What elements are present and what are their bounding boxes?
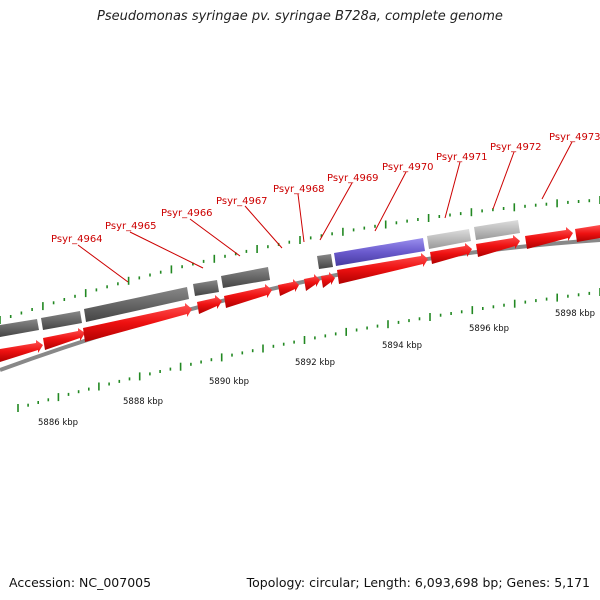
gene-label-psyr-4969[interactable]: Psyr_4969 bbox=[327, 173, 379, 184]
genome-backbone bbox=[0, 238, 600, 372]
gene-block-highlight[interactable] bbox=[334, 238, 425, 266]
cds-arrow[interactable] bbox=[525, 227, 573, 249]
cds-arrow[interactable] bbox=[278, 279, 299, 296]
cds-arrow[interactable] bbox=[83, 303, 192, 342]
gene-label-psyr-4966[interactable]: Psyr_4966 bbox=[161, 208, 213, 219]
scale-label-5892: 5892 kbp bbox=[295, 358, 335, 368]
gene-track bbox=[0, 220, 520, 337]
genome-summary: Topology: circular; Length: 6,093,698 bp… bbox=[246, 575, 590, 590]
gene-label-psyr-4968[interactable]: Psyr_4968 bbox=[273, 184, 325, 195]
scale-label-5888: 5888 kbp bbox=[123, 397, 163, 407]
inner-tick-marks bbox=[17, 288, 600, 412]
cds-arrow[interactable] bbox=[430, 243, 472, 264]
cds-arrow[interactable] bbox=[337, 253, 428, 284]
cds-arrow[interactable] bbox=[304, 274, 320, 291]
gene-label-psyr-4965[interactable]: Psyr_4965 bbox=[105, 221, 157, 232]
gene-block[interactable] bbox=[474, 220, 520, 240]
map-title: Pseudomonas syringae pv. syringae B728a,… bbox=[97, 9, 503, 24]
accession-text: Accession: NC_007005 bbox=[9, 575, 152, 590]
outer-tick-marks bbox=[0, 196, 600, 324]
scale-label-5896: 5896 kbp bbox=[469, 324, 509, 334]
gene-label-psyr-4967[interactable]: Psyr_4967 bbox=[216, 196, 268, 207]
cds-arrow[interactable] bbox=[575, 225, 600, 242]
gene-block[interactable] bbox=[41, 311, 82, 330]
gene-block[interactable] bbox=[0, 319, 39, 337]
gene-label-psyr-4972[interactable]: Psyr_4972 bbox=[490, 142, 542, 153]
gene-block[interactable] bbox=[317, 254, 333, 269]
gene-label-psyr-4971[interactable]: Psyr_4971 bbox=[436, 152, 488, 163]
label-leaders bbox=[77, 141, 573, 283]
gene-label-psyr-4973[interactable]: Psyr_4973 bbox=[549, 132, 600, 143]
gene-block[interactable] bbox=[193, 280, 219, 296]
cds-arrow[interactable] bbox=[224, 284, 272, 308]
gene-label-psyr-4970[interactable]: Psyr_4970 bbox=[382, 162, 434, 173]
cds-arrow[interactable] bbox=[197, 295, 222, 314]
cds-track bbox=[0, 225, 600, 362]
scale-label-5898: 5898 kbp bbox=[555, 309, 595, 319]
scale-label-5886: 5886 kbp bbox=[38, 418, 78, 428]
cds-arrow[interactable] bbox=[43, 328, 85, 350]
scale-label-5890: 5890 kbp bbox=[209, 377, 249, 387]
gene-label-psyr-4964[interactable]: Psyr_4964 bbox=[51, 234, 103, 245]
cds-arrow[interactable] bbox=[476, 235, 520, 257]
scale-label-5894: 5894 kbp bbox=[382, 341, 422, 351]
gene-block[interactable] bbox=[221, 267, 270, 288]
cds-arrow[interactable] bbox=[321, 272, 335, 288]
gene-block[interactable] bbox=[427, 229, 471, 249]
gene-block[interactable] bbox=[84, 287, 189, 322]
scale-labels: 5886 kbp 5888 kbp 5890 kbp 5892 kbp 5894… bbox=[38, 309, 595, 428]
cds-arrow[interactable] bbox=[0, 340, 43, 362]
gene-labels: Psyr_4964 Psyr_4965 Psyr_4966 Psyr_4967 … bbox=[51, 132, 600, 245]
